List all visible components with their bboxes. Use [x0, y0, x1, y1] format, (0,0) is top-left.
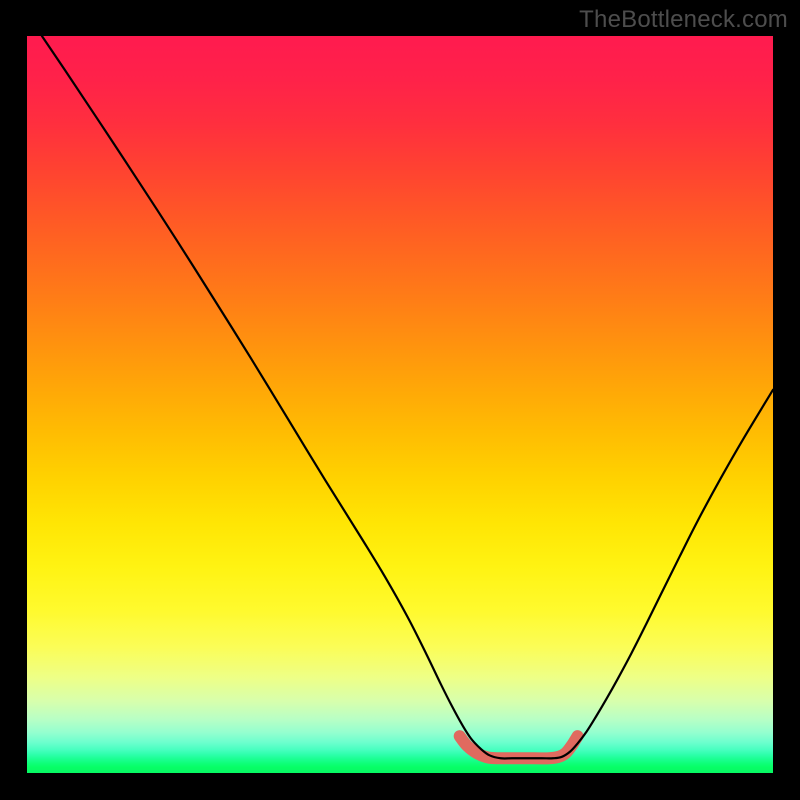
- plot-area: [27, 36, 773, 773]
- chart-frame: TheBottleneck.com: [0, 0, 800, 800]
- v-curve: [42, 36, 773, 758]
- watermark-text: TheBottleneck.com: [579, 6, 788, 34]
- highlight-segment: [460, 736, 578, 758]
- curve-layer: [27, 36, 773, 773]
